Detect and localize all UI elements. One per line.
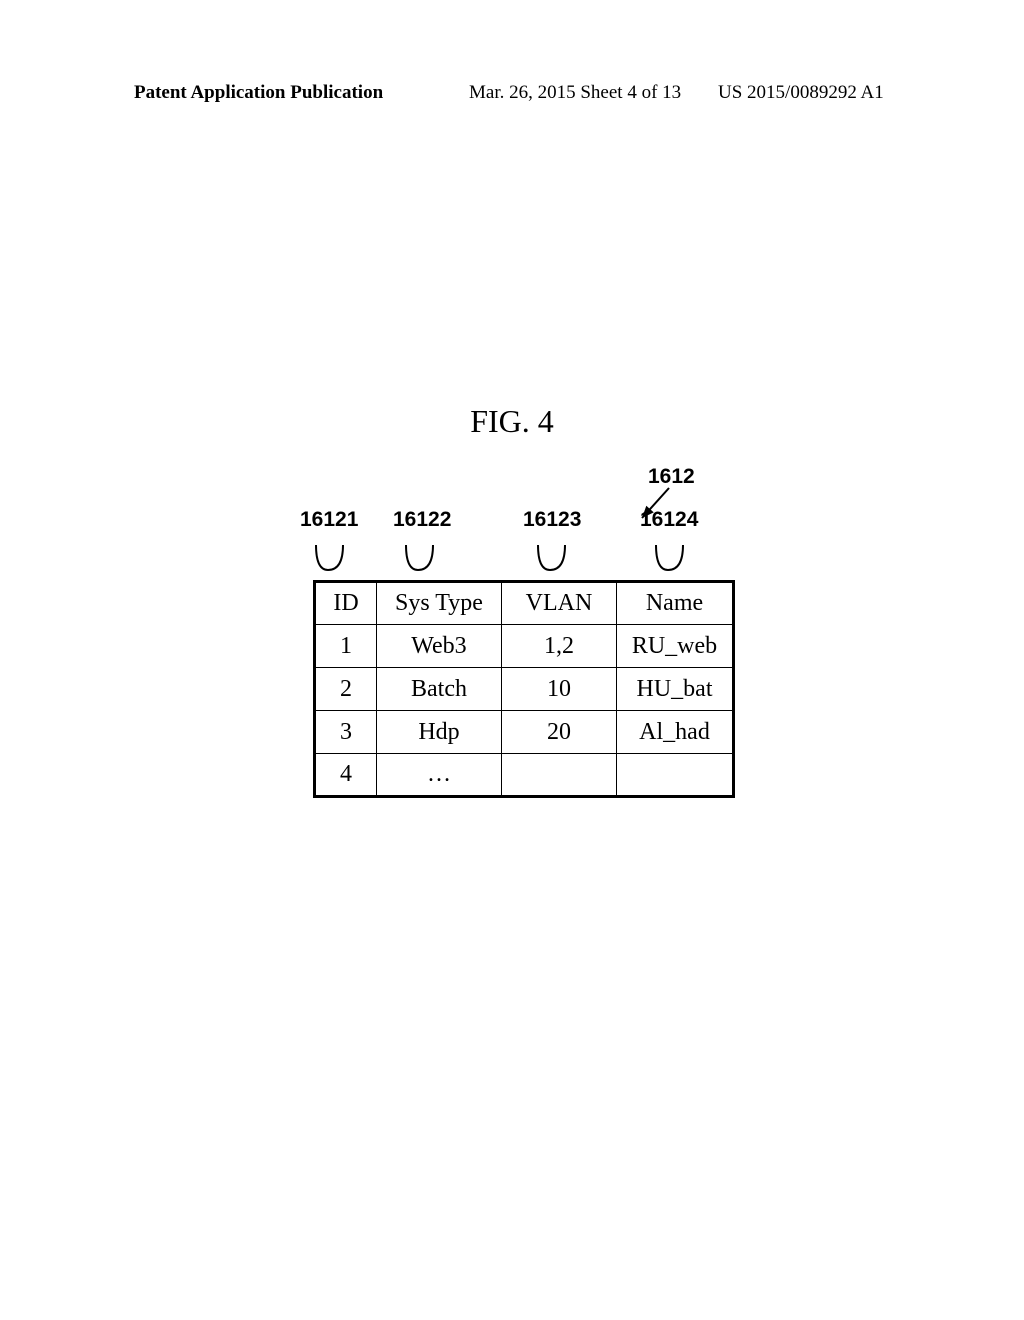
cell-vlan: 20 [502, 711, 617, 754]
cell-sys: … [377, 754, 502, 797]
callout-16121: 16121 [300, 508, 358, 532]
cell-sys: Web3 [377, 625, 502, 668]
callout-16123: 16123 [523, 508, 581, 532]
cell-sys: Batch [377, 668, 502, 711]
systems-table: ID Sys Type VLAN Name 1Web31,2RU_web2Bat… [313, 580, 735, 798]
cell-sys: Hdp [377, 711, 502, 754]
col-header-id: ID [315, 582, 377, 625]
cell-name: RU_web [617, 625, 734, 668]
figure-title: FIG. 4 [0, 403, 1024, 440]
col-header-vlan: VLAN [502, 582, 617, 625]
table-row: 4… [315, 754, 734, 797]
cell-vlan: 1,2 [502, 625, 617, 668]
callout-16122: 16122 [393, 508, 451, 532]
col-header-name: Name [617, 582, 734, 625]
header-date-sheet: Mar. 26, 2015 Sheet 4 of 13 [469, 82, 681, 104]
callout-1612: 1612 [648, 465, 695, 489]
cell-id: 2 [315, 668, 377, 711]
callout-16124: 16124 [640, 508, 698, 532]
cell-vlan: 10 [502, 668, 617, 711]
cell-id: 3 [315, 711, 377, 754]
header-pub-label: Patent Application Publication [134, 82, 383, 104]
col-header-sys: Sys Type [377, 582, 502, 625]
cell-name: HU_bat [617, 668, 734, 711]
table-row: 2Batch10HU_bat [315, 668, 734, 711]
cell-id: 4 [315, 754, 377, 797]
table-row: 1Web31,2RU_web [315, 625, 734, 668]
cell-name [617, 754, 734, 797]
cell-name: Al_had [617, 711, 734, 754]
cell-vlan [502, 754, 617, 797]
table-row: 3Hdp20Al_had [315, 711, 734, 754]
cell-id: 1 [315, 625, 377, 668]
header-pub-number: US 2015/0089292 A1 [718, 82, 884, 104]
table-header-row: ID Sys Type VLAN Name [315, 582, 734, 625]
